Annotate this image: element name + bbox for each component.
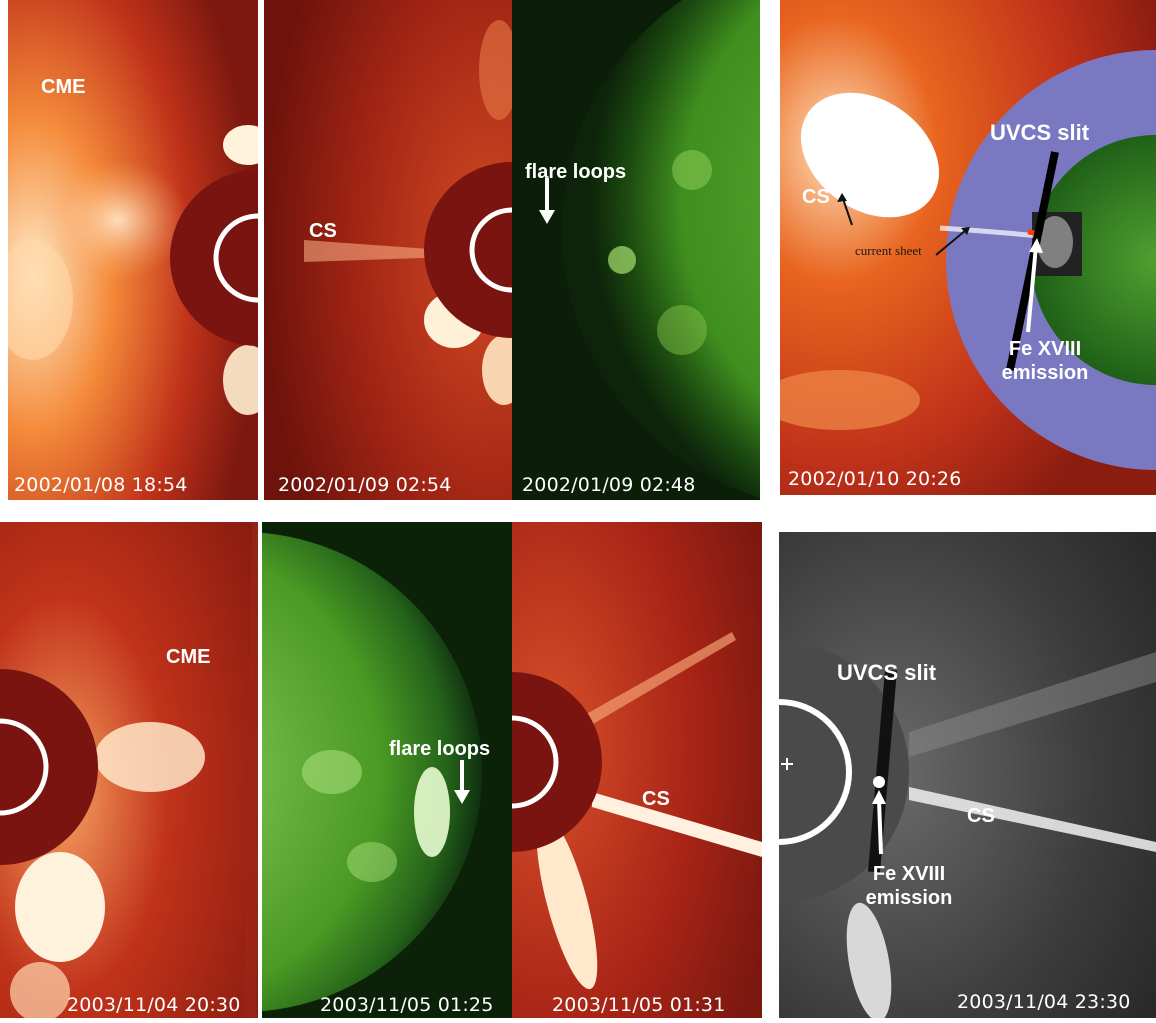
lasco-image xyxy=(512,522,762,1018)
timestamp: 2003/11/05 01:31 xyxy=(552,994,726,1016)
label-flare-loops: flare loops xyxy=(525,161,627,183)
panel-uvcs-composite-2002: UVCS slit CS current sheet Fe XVIII emis… xyxy=(780,0,1156,495)
eit-image xyxy=(262,522,512,1018)
label-cme: CME xyxy=(166,646,211,668)
timestamp: 2002/01/09 02:54 xyxy=(278,474,452,496)
timestamp: 2002/01/08 18:54 xyxy=(14,474,188,496)
lasco-image xyxy=(8,0,258,500)
fe-line-1: Fe XVIII xyxy=(872,863,946,885)
timestamp: 2003/11/04 23:30 xyxy=(957,991,1131,1013)
fe-line-1: Fe XVIII xyxy=(1008,338,1082,360)
label-flare-loops: flare loops xyxy=(389,738,491,760)
fe-line-2: emission xyxy=(865,887,953,909)
panel-uvcs-composite-2003: UVCS slit CS Fe XVIII emission 2003/11/0… xyxy=(779,532,1156,1018)
panel-eit-flare-2003: flare loops 2003/11/05 01:25 xyxy=(262,522,512,1018)
timestamp: 2002/01/09 02:48 xyxy=(522,474,696,496)
label-uvcs-slit: UVCS slit xyxy=(837,660,937,685)
panel-eit-flare-2002: flare loops 2002/01/09 02:48 xyxy=(512,0,760,500)
lasco-image xyxy=(264,0,512,500)
label-cs: CS xyxy=(309,220,337,242)
label-fe-xviii-emission: Fe XVIII emission xyxy=(980,337,1110,385)
label-uvcs-slit: UVCS slit xyxy=(990,120,1090,145)
timestamp: 2002/01/10 20:26 xyxy=(788,468,962,490)
composite-image xyxy=(779,532,1156,1018)
timestamp: 2003/11/05 01:25 xyxy=(320,994,494,1016)
eit-image xyxy=(512,0,760,500)
panel-lasco-cme-2003: CME 2003/11/04 20:30 xyxy=(0,522,258,1018)
label-cme: CME xyxy=(41,76,86,98)
label-cs: CS xyxy=(802,186,830,208)
panel-lasco-cs-2002: CS 2002/01/09 02:54 xyxy=(264,0,512,500)
label-cs: CS xyxy=(642,788,670,810)
panel-lasco-cme-2002: CME 2002/01/08 18:54 xyxy=(8,0,258,500)
fe-line-2: emission xyxy=(1001,362,1089,384)
composite-image xyxy=(780,0,1156,495)
panel-lasco-cs-2003: CS 2003/11/05 01:31 xyxy=(512,522,762,1018)
lasco-image xyxy=(0,522,258,1018)
label-cs: CS xyxy=(967,805,995,827)
timestamp: 2003/11/04 20:30 xyxy=(67,994,241,1016)
label-current-sheet: current sheet xyxy=(855,243,922,258)
label-fe-xviii-emission: Fe XVIII emission xyxy=(844,862,974,910)
